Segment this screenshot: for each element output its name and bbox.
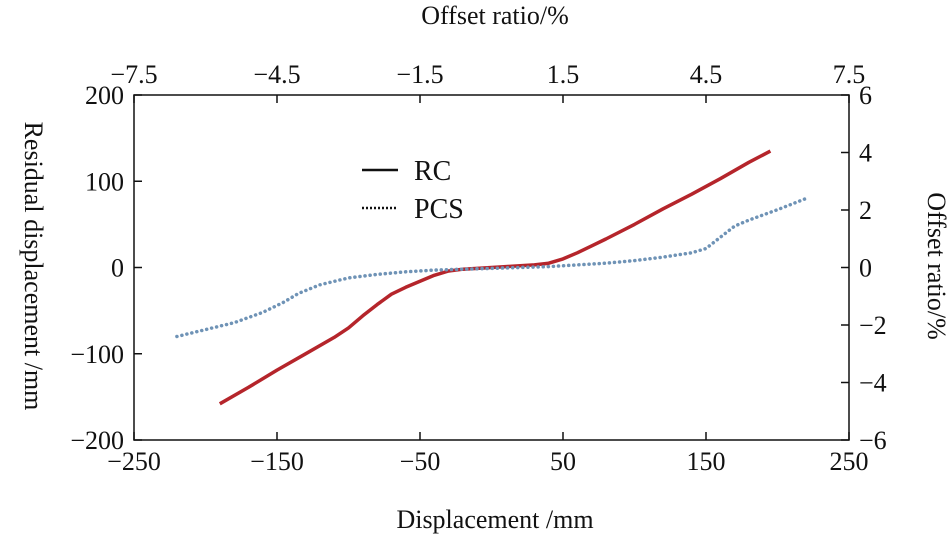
x2-tick-label: 1.5 bbox=[547, 60, 580, 89]
x2-tick-label: 7.5 bbox=[833, 60, 866, 89]
y-tick-label: −200 bbox=[70, 426, 124, 455]
y2-tick-label: 0 bbox=[859, 254, 872, 283]
legend-label-rc: RC bbox=[414, 156, 451, 187]
series-lines bbox=[175, 149, 808, 406]
x-axis-title: Displacement /mm bbox=[396, 505, 593, 534]
legend-label-pcs: PCS bbox=[414, 194, 464, 225]
y-tick-label: −100 bbox=[70, 340, 124, 369]
x-tick-label: 250 bbox=[830, 447, 869, 476]
y2-axis-title: Offset ratio/% bbox=[922, 192, 950, 340]
y2-tick-label: 6 bbox=[859, 81, 872, 110]
y2-tick-label: −6 bbox=[859, 426, 887, 455]
x-tick-label: −250 bbox=[107, 447, 161, 476]
x2-tick-label: 4.5 bbox=[690, 60, 723, 89]
x-tick-label: −150 bbox=[250, 447, 304, 476]
y2-tick-label: −2 bbox=[859, 311, 887, 340]
x-tick-label: 150 bbox=[687, 447, 726, 476]
legend: RC PCS bbox=[362, 156, 464, 225]
y2-tick-label: 2 bbox=[859, 196, 872, 225]
y2-tick-label: −4 bbox=[859, 369, 887, 398]
x-tick-label: −50 bbox=[400, 447, 441, 476]
y-axis-title: Residual displacement /mm bbox=[19, 122, 48, 411]
x2-tick-label: −7.5 bbox=[110, 60, 157, 89]
y-tick-label: 0 bbox=[111, 254, 124, 283]
series-line-pcs bbox=[175, 196, 808, 339]
x2-tick-label: −1.5 bbox=[396, 60, 443, 89]
y2-tick-label: 4 bbox=[859, 139, 872, 168]
y-tick-label: 200 bbox=[85, 81, 124, 110]
y-tick-label: 100 bbox=[85, 167, 124, 196]
tick-marks bbox=[133, 94, 850, 441]
tick-labels: −250 −150 −50 50 150 250 −7.5 −4.5 −1.5 1.5 4.5 7.5… bbox=[70, 60, 886, 476]
x2-tick-label: −4.5 bbox=[253, 60, 300, 89]
series-line-rc bbox=[218, 149, 772, 406]
x2-axis-title: Offset ratio/% bbox=[421, 1, 569, 30]
x-tick-label: 50 bbox=[550, 447, 576, 476]
